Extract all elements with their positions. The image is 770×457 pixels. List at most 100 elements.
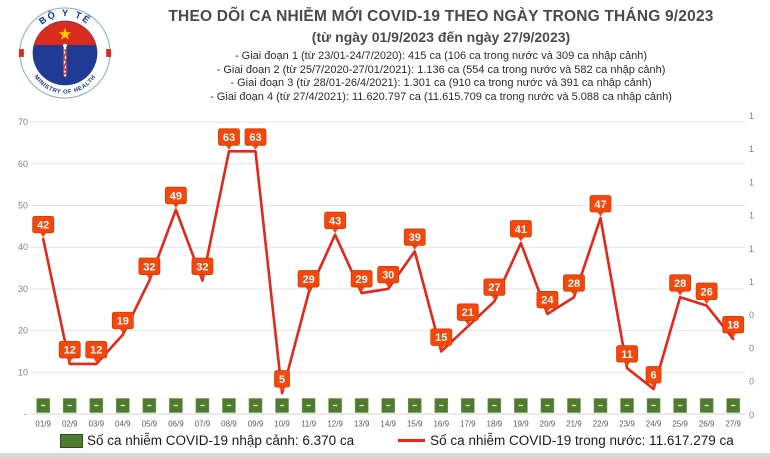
x-axis-label: 27/9: [725, 420, 741, 429]
data-label: 28: [568, 278, 580, 290]
data-label-box: [536, 291, 559, 309]
data-label: 26: [701, 286, 713, 298]
data-label-box: [563, 274, 585, 292]
data-label-box: [722, 316, 745, 334]
data-label: 47: [594, 199, 606, 211]
data-label: 12: [64, 345, 76, 357]
right-axis-label: 1: [749, 144, 754, 154]
x-axis-label: 09/9: [248, 420, 264, 429]
x-axis-label: 08/9: [221, 420, 237, 429]
right-axis-label: 0: [749, 410, 754, 420]
data-label-box: [645, 366, 662, 384]
right-axis-label: 1: [749, 277, 754, 287]
x-axis-label: 04/9: [115, 420, 131, 429]
ministry-of-health-emblem-icon: BỘ Y TẾ MINISTRY OF HEALTH: [18, 7, 112, 99]
data-label-pointer: [172, 202, 180, 209]
data-label-pointer: [92, 357, 100, 363]
data-label-pointer: [623, 361, 631, 367]
header: THEO DÕI CA NHIỄM MỚI COVID-19 THEO NGÀY…: [118, 8, 764, 104]
data-label: 28: [674, 278, 686, 290]
page-title: THEO DÕI CA NHIỄM MỚI COVID-19 THEO NGÀY…: [168, 8, 714, 25]
y-axis-label: 60: [18, 159, 28, 169]
right-axis-label: 0: [749, 343, 754, 353]
page-subtitle: (từ ngày 01/9/2023 đến ngày 27/9/2023): [311, 29, 571, 45]
x-axis-label: 14/9: [380, 420, 396, 429]
right-axis-label: 0: [749, 377, 754, 387]
data-label-box: [138, 257, 161, 275]
data-label-box: [32, 215, 55, 234]
right-axis-label: 0: [749, 310, 754, 320]
data-label-pointer: [490, 294, 498, 300]
data-label-pointer: [358, 286, 366, 292]
data-label-pointer: [198, 273, 206, 280]
data-label-box: [616, 345, 638, 363]
data-label-box: [509, 220, 532, 238]
x-axis-label: 17/9: [460, 420, 476, 429]
data-label-box: [297, 270, 320, 288]
data-label-pointer: [278, 386, 286, 392]
x-axis-label: 18/9: [487, 420, 503, 429]
y-axis-zero-label: -: [24, 409, 27, 419]
stage-2-summary: - Giai đoạn 2 (từ 25/7/2020-27/01/2021):…: [216, 63, 666, 76]
y-axis-label: 50: [18, 201, 28, 211]
stage-3-summary: - Giai đoạn 3 (từ 28/01-26/4/2021): 1.30…: [230, 77, 652, 89]
data-label-pointer: [331, 227, 339, 234]
ministry-of-health-logo: BỘ Y TẾ MINISTRY OF HEALTH: [16, 4, 114, 102]
data-label-pointer: [411, 244, 419, 250]
domestic-line: [41, 149, 735, 395]
x-axis-label: 21/9: [566, 420, 582, 429]
x-axis-label: 20/9: [540, 420, 556, 429]
data-label-box: [377, 265, 400, 284]
data-label: 41: [515, 224, 527, 236]
data-label-pointer: [384, 282, 392, 288]
data-label-box: [111, 311, 134, 330]
data-label: 6: [651, 370, 657, 382]
data-label-pointer: [570, 290, 578, 296]
data-label-box: [350, 270, 373, 288]
y-axis-label: 70: [18, 117, 28, 127]
data-label: 27: [488, 282, 500, 294]
stage-4-summary: - Giai đoạn 4 (từ 27/4/2021): 11.620.797…: [210, 90, 672, 103]
data-label-box: [669, 274, 692, 292]
right-axis-label: 1: [749, 244, 754, 254]
data-label: 24: [541, 295, 554, 307]
right-axis-label: 1: [749, 177, 754, 187]
imported-series-swatch-icon: [60, 433, 83, 448]
data-label: 21: [462, 307, 474, 319]
data-label-box: [274, 370, 290, 388]
data-label-pointer: [464, 319, 472, 325]
y-axis-label: 40: [18, 242, 28, 252]
data-label-box: [695, 282, 718, 300]
data-label: 5: [279, 374, 285, 386]
stage-1-summary: - Giai đoạn 1 (từ 23/01-24/7/2020): 415 …: [234, 50, 648, 62]
data-label-box: [483, 278, 506, 296]
data-label-box: [218, 128, 240, 146]
data-label-pointer: [119, 327, 127, 334]
data-label: 19: [117, 316, 129, 328]
data-label-pointer: [252, 144, 260, 150]
data-label-box: [403, 228, 426, 246]
y-axis-label: 30: [18, 284, 28, 294]
data-label: 43: [329, 215, 341, 227]
bottom-divider: [0, 453, 770, 457]
x-axis-label: 13/9: [354, 420, 370, 429]
data-label-pointer: [305, 286, 313, 292]
data-label-pointer: [517, 236, 525, 242]
data-label-pointer: [437, 344, 445, 350]
data-label-box: [324, 211, 347, 230]
x-axis-label: 16/9: [433, 420, 449, 429]
data-label: 11: [621, 349, 633, 361]
rod-of-asclepius-icon: [62, 43, 68, 77]
data-label: 42: [37, 220, 49, 232]
x-axis-label: 19/9: [513, 420, 529, 429]
data-label-pointer: [543, 307, 551, 313]
legend-imported-label: Số ca nhiễm COVID-19 nhập cảnh: 6.370 ca: [87, 433, 355, 448]
data-label-pointer: [145, 273, 153, 280]
data-label: 29: [356, 274, 368, 286]
data-label-pointer: [39, 232, 47, 238]
data-label: 29: [302, 274, 314, 286]
data-label-box: [456, 303, 479, 321]
data-label-box: [430, 328, 453, 346]
